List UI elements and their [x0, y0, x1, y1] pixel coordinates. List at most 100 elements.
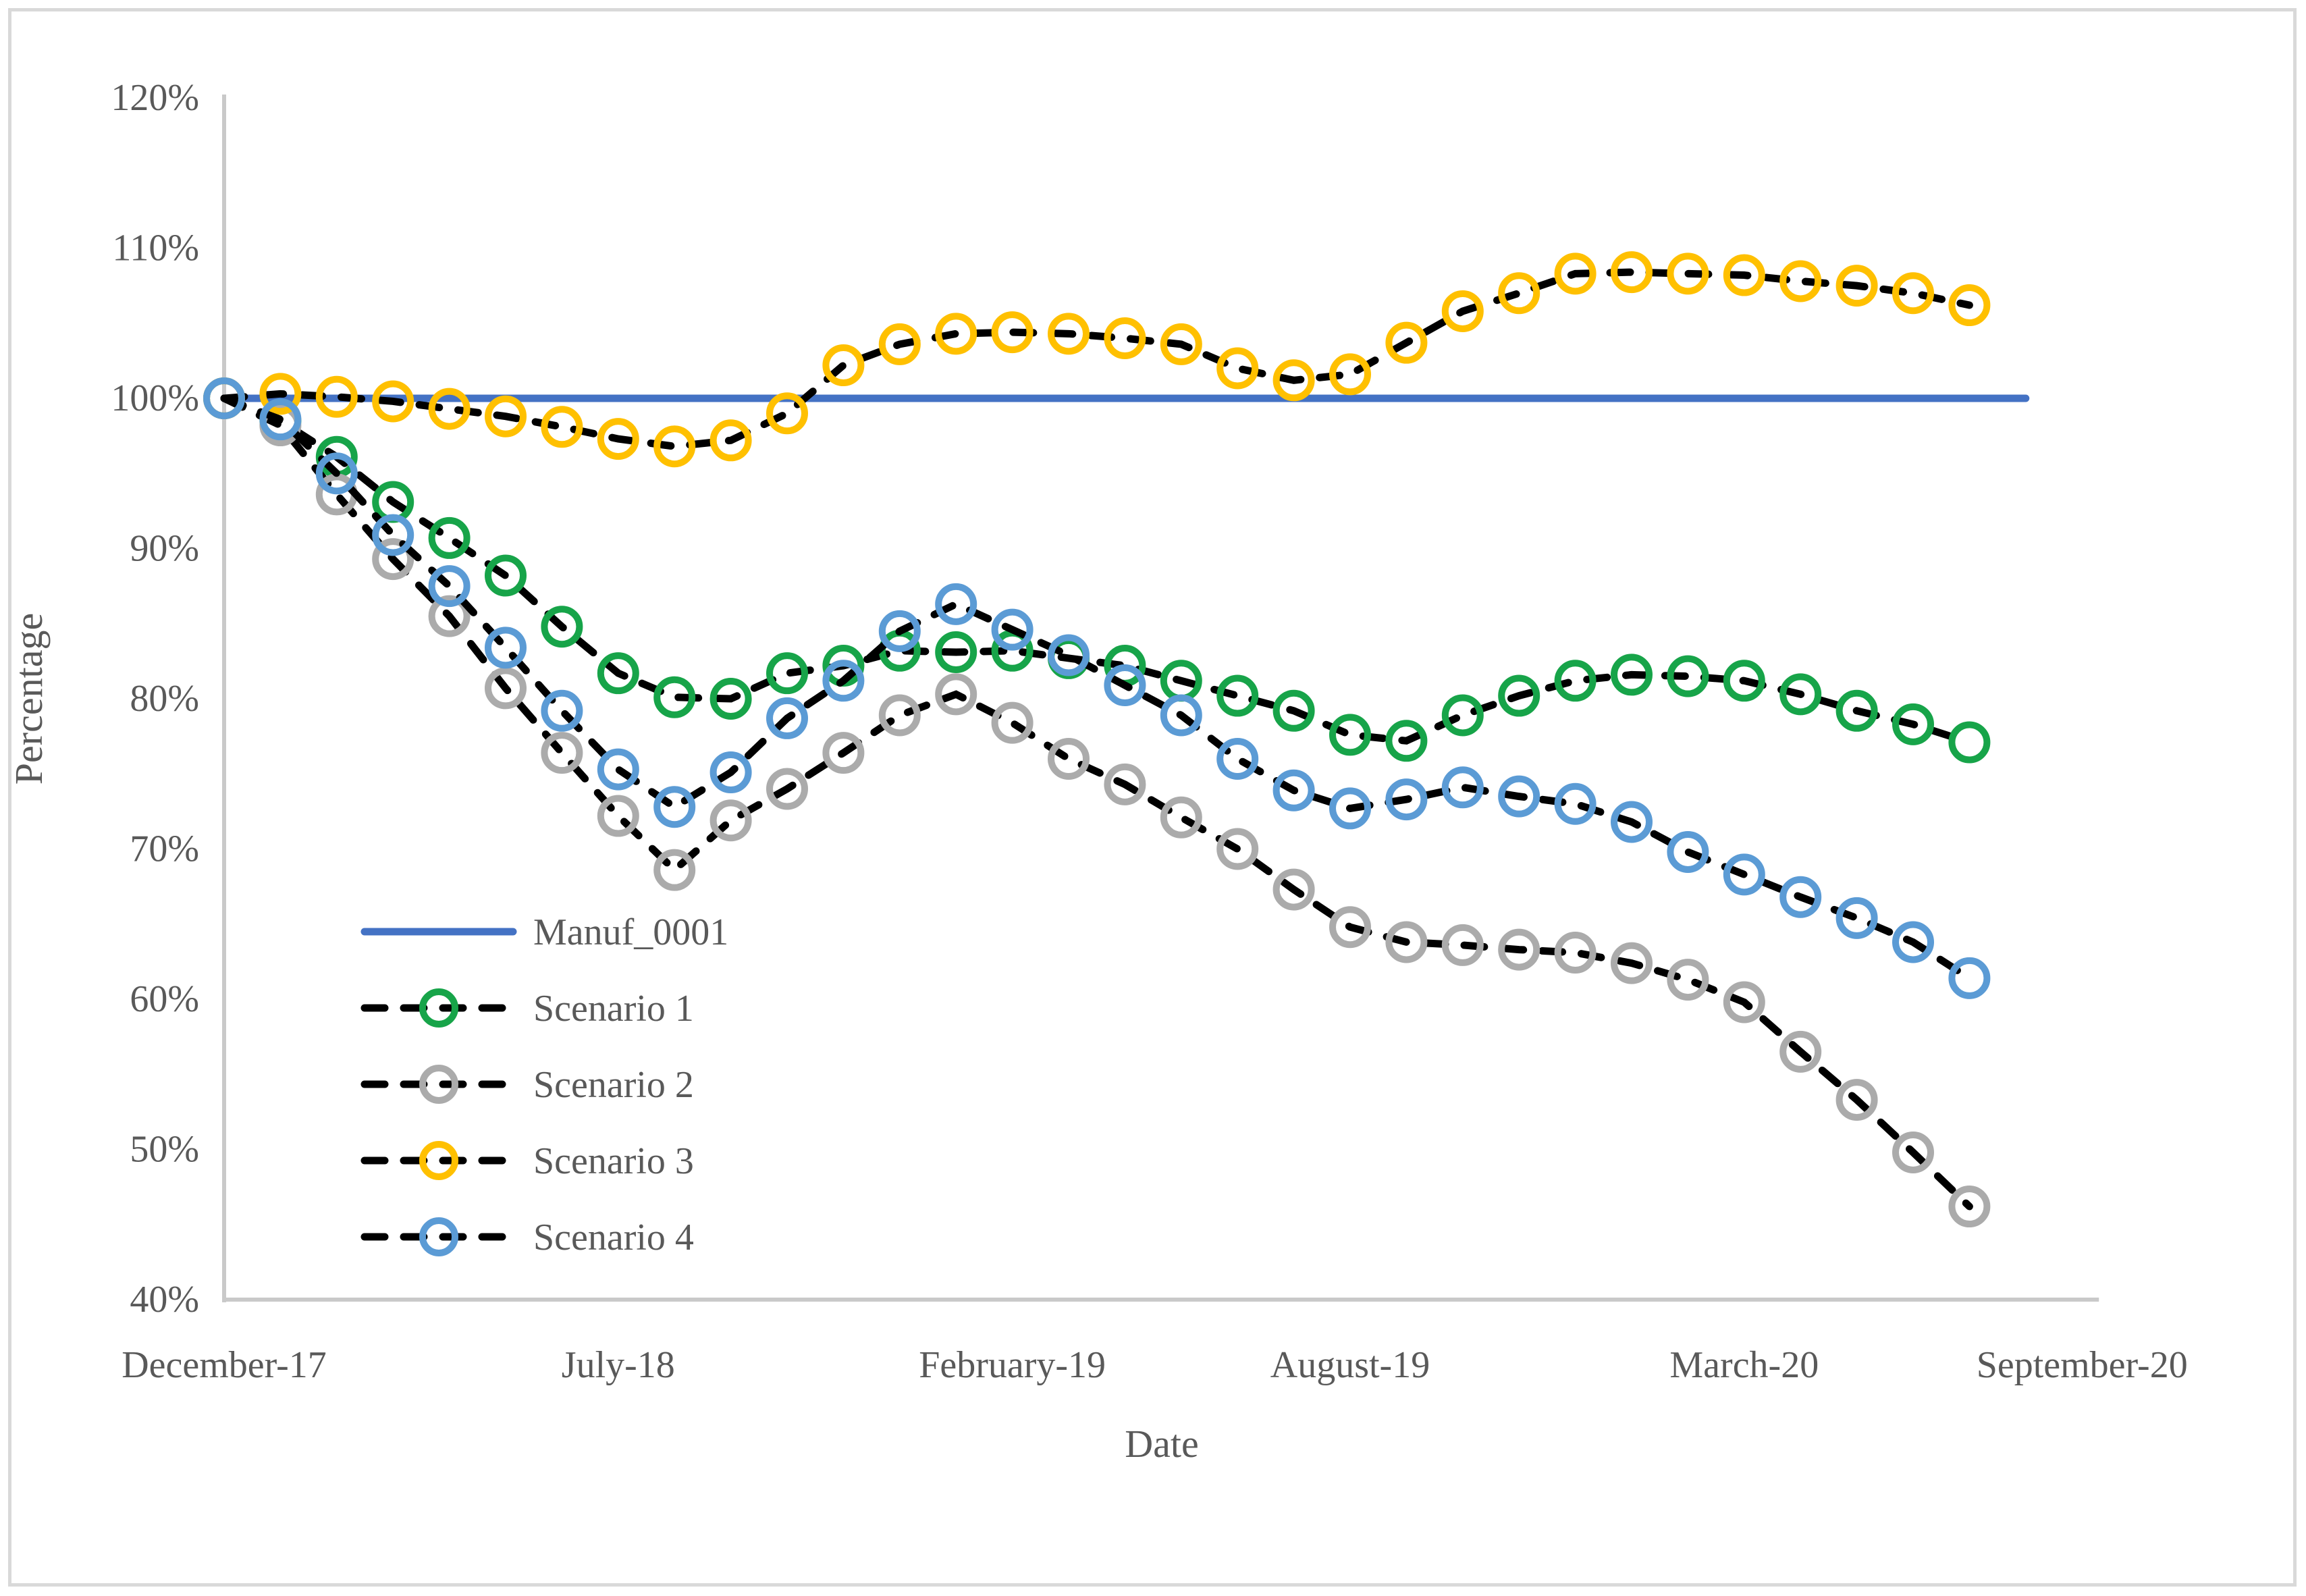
- marker-scenario-1: [1385, 720, 1428, 762]
- x-tick-label: July-18: [562, 1344, 675, 1386]
- marker-scenario-4: [1385, 778, 1428, 821]
- marker-scenario-4: [822, 660, 865, 702]
- y-tick-label: 60%: [130, 978, 199, 1020]
- x-tick-label: March-20: [1669, 1344, 1819, 1386]
- marker-scenario-3: [1048, 313, 1090, 355]
- marker-scenario-3: [1104, 317, 1146, 359]
- marker-scenario-1: [541, 606, 583, 648]
- marker-scenario-2: [597, 795, 639, 837]
- marker-scenario-1: [1779, 673, 1822, 716]
- marker-scenario-3: [597, 418, 639, 460]
- x-tick-label: September-20: [1977, 1344, 2188, 1386]
- marker-scenario-3: [1216, 347, 1259, 390]
- marker-scenario-3: [541, 406, 583, 448]
- marker-scenario-3: [1611, 251, 1653, 294]
- marker-scenario-4: [1272, 769, 1315, 812]
- marker-scenario-3: [1272, 359, 1315, 402]
- marker-scenario-3: [1948, 284, 1991, 327]
- marker-scenario-3: [428, 388, 471, 430]
- marker-scenario-3: [259, 373, 302, 415]
- marker-scenario-1: [1216, 674, 1259, 717]
- legend-label: Manuf_0001: [533, 911, 728, 953]
- x-tick-label: February-19: [919, 1344, 1106, 1386]
- marker-scenario-2: [1948, 1186, 1991, 1228]
- marker-scenario-2: [1216, 828, 1259, 870]
- legend-marker-sample: [419, 1141, 458, 1180]
- marker-scenario-2: [822, 732, 865, 774]
- legend-item-scenario-1: Scenario 1: [360, 988, 694, 1030]
- marker-scenario-1: [1948, 721, 1991, 764]
- marker-scenario-1: [1272, 689, 1315, 732]
- marker-scenario-2: [991, 701, 1034, 744]
- marker-scenario-4: [1779, 876, 1822, 918]
- marker-scenario-4: [485, 627, 527, 669]
- series-line-scenario-3: [220, 268, 1973, 450]
- marker-scenario-4: [1948, 957, 1991, 999]
- marker-scenario-3: [709, 419, 752, 462]
- marker-scenario-1: [428, 516, 471, 559]
- y-tick-label: 70%: [130, 828, 199, 870]
- marker-scenario-2: [541, 732, 583, 774]
- marker-scenario-4: [766, 697, 808, 739]
- y-tick-label: 120%: [111, 77, 199, 119]
- marker-scenario-1: [1835, 689, 1878, 732]
- marker-scenario-4: [428, 565, 471, 608]
- marker-scenario-2: [1723, 981, 1765, 1023]
- marker-scenario-3: [1385, 321, 1428, 364]
- marker-scenario-4: [1723, 853, 1765, 896]
- marker-scenario-4: [1835, 897, 1878, 939]
- marker-scenario-3: [1723, 254, 1765, 296]
- marker-scenario-3: [1892, 272, 1934, 315]
- marker-scenario-4: [653, 786, 696, 828]
- legend-marker-sample: [419, 1065, 458, 1104]
- legend-label: Scenario 1: [533, 988, 694, 1030]
- marker-scenario-4: [1104, 664, 1146, 706]
- legend-item-scenario-2: Scenario 2: [360, 1064, 694, 1106]
- legend-item-manuf_0001: Manuf_0001: [360, 911, 728, 953]
- marker-scenario-2: [1611, 942, 1653, 984]
- marker-scenario-3: [878, 323, 921, 365]
- marker-scenario-2: [1441, 924, 1484, 966]
- marker-scenario-1: [1329, 714, 1371, 756]
- marker-scenario-3: [1160, 323, 1202, 365]
- marker-scenario-2: [1498, 928, 1540, 971]
- marker-scenario-4: [1498, 775, 1540, 818]
- marker-scenario-1: [1498, 674, 1540, 717]
- marker-scenario-1: [766, 652, 808, 695]
- legend-label: Scenario 3: [533, 1140, 694, 1182]
- series-line-scenario-4: [220, 394, 1973, 982]
- y-tick-label: 100%: [111, 377, 199, 419]
- series-line-scenario-2: [220, 394, 1973, 1211]
- legend-marker-sample: [419, 1217, 458, 1256]
- marker-scenario-4: [1441, 766, 1484, 809]
- marker-scenario-2: [878, 694, 921, 737]
- marker-scenario-3: [653, 425, 696, 468]
- marker-scenario-1: [1611, 654, 1653, 696]
- marker-scenario-2: [485, 667, 527, 710]
- marker-scenario-1: [653, 676, 696, 718]
- marker-scenario-2: [428, 595, 471, 637]
- marker-scenario-4: [315, 452, 358, 495]
- marker-scenario-4: [709, 751, 752, 794]
- y-tick-label: 110%: [112, 228, 199, 269]
- marker-scenario-1: [709, 678, 752, 720]
- marker-scenario-2: [1779, 1030, 1822, 1073]
- marker-scenario-2: [372, 538, 414, 581]
- marker-scenario-4: [597, 748, 639, 791]
- marker-scenario-4: [1554, 782, 1597, 825]
- marker-scenario-4: [372, 514, 414, 556]
- marker-scenario-2: [935, 673, 977, 716]
- marker-scenario-3: [1779, 260, 1822, 302]
- x-axis-title: Date: [1125, 1422, 1199, 1466]
- marker-scenario-3: [1441, 290, 1484, 332]
- legend-item-scenario-4: Scenario 4: [360, 1217, 694, 1258]
- marker-scenario-3: [315, 375, 358, 418]
- y-tick-label: 90%: [130, 528, 199, 570]
- marker-scenario-3: [1554, 252, 1597, 295]
- marker-scenario-1: [1667, 655, 1709, 697]
- marker-scenario-4: [541, 689, 583, 732]
- y-tick-label: 40%: [130, 1279, 199, 1321]
- marker-scenario-1: [935, 631, 977, 674]
